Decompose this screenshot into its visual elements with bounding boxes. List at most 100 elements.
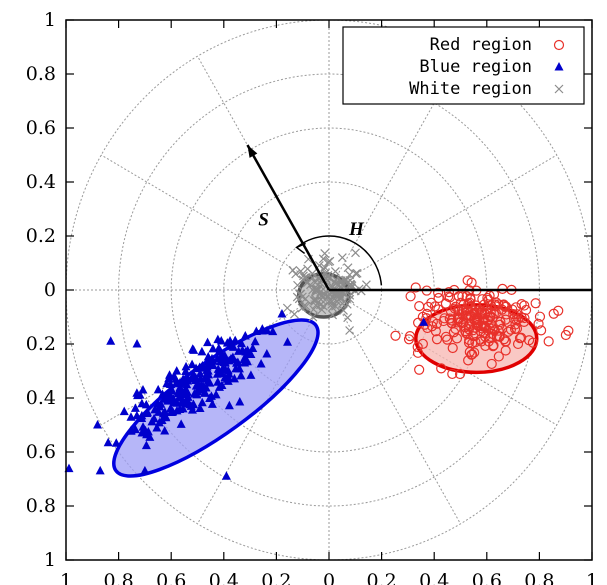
x-tick-label: 0.6 bbox=[156, 570, 186, 585]
blue-region-point bbox=[216, 368, 226, 378]
y-tick-label: 1 bbox=[44, 9, 56, 31]
blue-region-point bbox=[187, 405, 197, 414]
blue-region-point bbox=[103, 437, 113, 447]
red-region-point bbox=[433, 292, 444, 304]
s-arrowhead bbox=[247, 145, 258, 158]
red-region-point bbox=[426, 297, 437, 308]
legend-label: White region bbox=[409, 79, 532, 99]
white-region-point bbox=[289, 309, 299, 319]
y-tick-label: 0.8 bbox=[26, 495, 56, 517]
s-label: S bbox=[258, 210, 269, 231]
blue-region-point bbox=[140, 427, 150, 436]
blue-region-point bbox=[141, 399, 151, 409]
red-region-point bbox=[458, 317, 469, 328]
blue-region-point bbox=[183, 373, 193, 383]
white-region-point bbox=[330, 266, 340, 276]
blue-region-point bbox=[200, 387, 210, 396]
white-region-point bbox=[323, 291, 333, 301]
white-region-point bbox=[327, 299, 337, 309]
blue-region-point bbox=[93, 420, 103, 429]
white-region-point bbox=[337, 253, 347, 263]
blue-region-point bbox=[169, 371, 179, 381]
blue-region-point bbox=[251, 326, 261, 335]
blue-region-point bbox=[228, 342, 238, 351]
blue-region-point bbox=[235, 396, 245, 406]
blue-region-point bbox=[214, 382, 224, 391]
blue-region-point bbox=[130, 403, 140, 412]
blue-region-point bbox=[219, 357, 229, 367]
blue-region-point bbox=[203, 351, 213, 361]
blue-region-point bbox=[141, 440, 151, 450]
blue-region-point bbox=[207, 399, 217, 408]
grid-spoke bbox=[328, 154, 558, 291]
blue-region-point bbox=[224, 400, 234, 410]
x-tick-label: 0.8 bbox=[103, 570, 133, 585]
red-region-point bbox=[493, 331, 505, 342]
red-region-point bbox=[490, 301, 501, 312]
blue-region-point bbox=[181, 361, 191, 371]
red-region-point bbox=[410, 282, 421, 293]
legend-marker-circle bbox=[553, 39, 565, 51]
white-region-point bbox=[301, 301, 311, 311]
grid-spoke bbox=[100, 154, 330, 291]
red-region-point bbox=[505, 324, 517, 335]
red-region-point bbox=[412, 347, 424, 358]
blue-region-point bbox=[176, 419, 186, 428]
red-region-point bbox=[412, 341, 423, 353]
white-region-point bbox=[320, 262, 330, 272]
red-region-point bbox=[417, 338, 428, 349]
blue-region-point bbox=[197, 360, 207, 370]
blue-region-point bbox=[220, 364, 230, 374]
red-region-point bbox=[470, 300, 482, 311]
y-tick-label: 0 bbox=[44, 279, 56, 301]
red-region-point bbox=[527, 337, 539, 348]
blue-region-point bbox=[173, 388, 183, 398]
blue-region-point bbox=[262, 348, 272, 358]
white-region-point bbox=[352, 268, 362, 278]
white-region-point bbox=[325, 273, 335, 283]
blue-region-point bbox=[119, 406, 129, 416]
blue-region-point bbox=[149, 413, 159, 423]
s-arrow bbox=[246, 144, 331, 291]
blue-region-point bbox=[195, 374, 205, 383]
blue-region-point bbox=[153, 384, 163, 394]
blue-region-point bbox=[231, 363, 241, 373]
y-tick-label: 0.2 bbox=[26, 333, 56, 355]
blue-region-point bbox=[145, 432, 155, 441]
blue-region-point bbox=[174, 378, 184, 388]
blue-region-point bbox=[187, 359, 197, 369]
blue-region-point bbox=[195, 368, 205, 378]
red-region-point bbox=[431, 334, 443, 345]
blue-region-point bbox=[132, 410, 142, 420]
blue-region-point bbox=[181, 366, 191, 376]
blue-region-point bbox=[132, 339, 142, 348]
white-region-point bbox=[345, 294, 355, 304]
h-arc-head bbox=[295, 242, 306, 255]
y-tick-label: 0.6 bbox=[26, 117, 56, 139]
x-tick-label: 0.2 bbox=[366, 570, 396, 585]
blue-region-point bbox=[229, 373, 239, 383]
white-region-point bbox=[343, 263, 353, 273]
red-region-point bbox=[429, 301, 441, 312]
blue-region-point bbox=[220, 372, 230, 382]
blue-region-point bbox=[233, 357, 243, 367]
red-region-point bbox=[493, 325, 504, 336]
legend-box bbox=[342, 26, 585, 105]
blue-region-point bbox=[152, 423, 162, 432]
blue-region-point bbox=[95, 465, 105, 475]
red-region-point bbox=[500, 301, 512, 312]
blue-region-point bbox=[262, 325, 272, 335]
blue-region-point bbox=[132, 388, 142, 397]
blue-region-point bbox=[208, 343, 218, 353]
blue-region-point bbox=[197, 397, 207, 407]
x-tick-label: 0.2 bbox=[261, 570, 291, 585]
legend-marker-triangle bbox=[554, 62, 564, 71]
white-region-point bbox=[317, 305, 327, 315]
red-region-point bbox=[486, 358, 497, 370]
red-region-point bbox=[530, 298, 541, 309]
red-region-point bbox=[479, 299, 490, 310]
red-region-point bbox=[520, 304, 532, 316]
red-region-point bbox=[533, 318, 544, 329]
blue-region-point bbox=[126, 425, 136, 434]
red-region-point bbox=[463, 355, 474, 366]
